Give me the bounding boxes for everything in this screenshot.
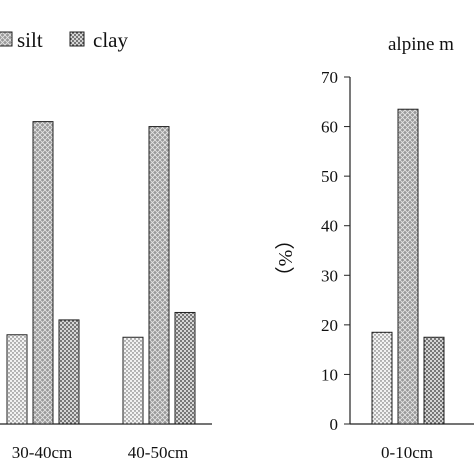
right-panel-bars bbox=[371, 108, 445, 425]
bar-clay-0-10cm bbox=[423, 336, 445, 425]
y-tick-label-20: 20 bbox=[321, 316, 338, 335]
legend-label-clay: clay bbox=[93, 28, 128, 52]
legend-swatch-clay bbox=[69, 31, 85, 47]
bar-clay-30-40cm bbox=[58, 319, 80, 425]
bar-sand-40-50cm bbox=[122, 336, 144, 425]
right-panel-y-ticks: 0 10 20 30 40 50 60 70 bbox=[321, 68, 350, 434]
bar-silt-40-50cm bbox=[148, 126, 170, 425]
bar-sand-30-40cm bbox=[6, 334, 28, 425]
y-tick-label-40: 40 bbox=[321, 217, 338, 236]
y-tick-label-30: 30 bbox=[321, 266, 338, 285]
y-tick-label-10: 10 bbox=[321, 365, 338, 384]
y-tick-label-60: 60 bbox=[321, 118, 338, 137]
right-panel-x-tick-labels: 0-10cm bbox=[381, 443, 433, 462]
bar-silt-30-40cm bbox=[32, 121, 54, 425]
legend-swatch-silt bbox=[0, 31, 13, 47]
y-tick-label-70: 70 bbox=[321, 68, 338, 87]
bar-clay-40-50cm bbox=[174, 311, 196, 425]
left-panel-bars bbox=[6, 121, 196, 425]
bar-silt-0-10cm bbox=[397, 108, 419, 425]
y-tick-label-0: 0 bbox=[330, 415, 339, 434]
legend-label-silt: silt bbox=[17, 28, 43, 52]
x-tick-label-0-10cm: 0-10cm bbox=[381, 443, 433, 462]
x-tick-label-30-40cm: 30-40cm bbox=[12, 443, 72, 462]
right-panel-y-axis-label: （%） bbox=[274, 230, 297, 287]
right-panel-title: alpine m bbox=[388, 34, 454, 55]
right-panel-plot: alpine m 0 10 20 30 40 50 60 70 （%） 0-10cm bbox=[274, 34, 474, 462]
x-tick-label-40-50cm: 40-50cm bbox=[128, 443, 188, 462]
bar-sand-0-10cm bbox=[371, 331, 393, 425]
y-tick-label-50: 50 bbox=[321, 167, 338, 186]
left-panel-plot: 30-40cm 40-50cm bbox=[0, 121, 212, 462]
legend: silt clay bbox=[0, 28, 128, 52]
left-panel-x-tick-labels: 30-40cm 40-50cm bbox=[12, 443, 188, 462]
